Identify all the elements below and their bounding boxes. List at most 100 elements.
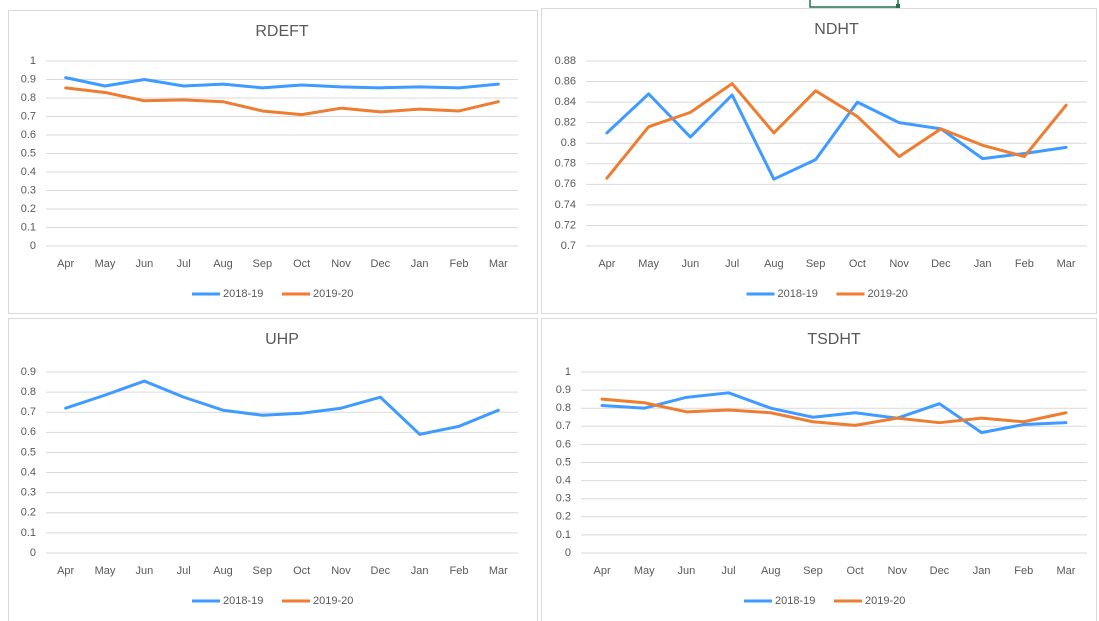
x-tick-label: Sep <box>803 565 823 577</box>
x-tick-label: Mar <box>1057 258 1076 270</box>
x-tick-label: Aug <box>213 565 233 577</box>
y-tick-label: 0.1 <box>556 529 571 541</box>
x-tick-label: Jan <box>974 258 992 270</box>
y-tick-label: 0 <box>565 547 571 559</box>
x-tick-label: Feb <box>1015 258 1034 270</box>
y-tick-label: 0.3 <box>21 184 36 196</box>
y-tick-label: 0.6 <box>556 438 571 450</box>
x-tick-label: Oct <box>849 258 866 270</box>
y-tick-label: 0.82 <box>555 117 576 129</box>
legend-label: 2019-20 <box>313 288 353 300</box>
legend-label: 2018-19 <box>223 595 263 607</box>
x-tick-label: Dec <box>371 258 391 270</box>
legend-label: 2019-20 <box>865 595 905 607</box>
x-tick-label: Nov <box>887 565 907 577</box>
series-line <box>605 82 1068 180</box>
x-tick-label: Nov <box>889 258 909 270</box>
y-tick-label: 0.7 <box>21 110 36 122</box>
x-tick-label: May <box>634 565 655 577</box>
x-tick-label: Dec <box>931 258 951 270</box>
x-tick-label: Jun <box>135 565 153 577</box>
x-tick-label: Jan <box>411 565 429 577</box>
chart-panel: TSDHT 0 0.1 0.2 0.3 0.4 0.5 0.6 0.7 0.8 0.9 1 Apr May… <box>541 318 1097 621</box>
y-tick-label: 0.7 <box>561 240 576 252</box>
y-tick-label: 0.1 <box>21 527 36 539</box>
y-tick-label: 0.8 <box>21 92 36 104</box>
x-tick-label: Feb <box>1014 565 1033 577</box>
chart-panel: NDHT 0.7 0.72 0.74 0.76 0.78 0.8 0.82 0.84 0.86 0.… <box>541 8 1097 314</box>
panel-border <box>8 318 538 621</box>
legend-label: 2018-19 <box>778 288 818 300</box>
y-tick-label: 0.4 <box>21 166 36 178</box>
legend-label: 2018-19 <box>223 288 263 300</box>
x-tick-label: May <box>95 258 116 270</box>
y-tick-label: 0.7 <box>21 406 36 418</box>
y-tick-label: 0.78 <box>555 158 576 170</box>
y-tick-label: 0.5 <box>556 456 571 468</box>
legend-label: 2018-19 <box>775 595 815 607</box>
x-tick-label: May <box>95 565 116 577</box>
panel-border <box>541 318 1097 621</box>
y-tick-label: 0.1 <box>21 221 36 233</box>
x-tick-label: Apr <box>57 258 74 270</box>
fill-handle <box>896 4 900 8</box>
x-tick-label: Jan <box>973 565 991 577</box>
y-tick-label: 0 <box>30 240 36 252</box>
x-tick-label: Oct <box>847 565 864 577</box>
chart-title: NDHT <box>814 21 859 38</box>
y-tick-label: 0.84 <box>555 96 576 108</box>
y-tick-label: 0.9 <box>21 366 36 378</box>
cell-selection <box>809 0 899 8</box>
x-tick-label: Mar <box>489 258 508 270</box>
x-tick-label: Feb <box>450 565 469 577</box>
x-tick-label: Sep <box>806 258 826 270</box>
x-tick-label: Oct <box>293 258 310 270</box>
x-tick-label: Jul <box>177 565 191 577</box>
x-tick-label: Jun <box>678 565 696 577</box>
y-tick-label: 0.9 <box>21 73 36 85</box>
x-tick-label: Aug <box>761 565 781 577</box>
x-tick-label: Nov <box>331 565 351 577</box>
legend-label: 2019-20 <box>313 595 353 607</box>
x-tick-label: Aug <box>213 258 233 270</box>
panel-border <box>541 8 1097 314</box>
x-tick-label: Nov <box>331 258 351 270</box>
series-line <box>64 379 500 436</box>
y-tick-label: 0.8 <box>561 137 576 149</box>
chart-title: RDEFT <box>255 23 309 40</box>
y-tick-label: 0.88 <box>555 55 576 67</box>
x-tick-label: Mar <box>1056 565 1075 577</box>
y-tick-label: 0.9 <box>556 384 571 396</box>
y-tick-label: 0 <box>30 547 36 559</box>
series-line <box>600 391 1068 435</box>
x-tick-label: Jul <box>177 258 191 270</box>
x-tick-label: Oct <box>293 565 310 577</box>
y-tick-label: 0.5 <box>21 147 36 159</box>
chart-title: TSDHT <box>807 331 861 348</box>
x-tick-label: Dec <box>930 565 950 577</box>
y-tick-label: 1 <box>565 366 571 378</box>
y-tick-label: 0.2 <box>21 507 36 519</box>
x-tick-label: Jul <box>725 258 739 270</box>
y-tick-label: 0.7 <box>556 420 571 432</box>
x-tick-label: Aug <box>764 258 784 270</box>
y-tick-label: 0.86 <box>555 75 576 87</box>
chart-panel: RDEFT 0 0.1 0.2 0.3 0.4 0.5 0.6 0.7 0.8 0.9 1 Apr May… <box>8 10 538 314</box>
chart-panel: UHP 0 0.1 0.2 0.3 0.4 0.5 0.6 0.7 0.8 0.9 Apr May Jun… <box>8 318 538 621</box>
y-tick-label: 0.74 <box>555 199 576 211</box>
x-tick-label: Apr <box>594 565 611 577</box>
x-tick-label: Sep <box>253 565 273 577</box>
x-tick-label: May <box>638 258 659 270</box>
x-tick-label: Jun <box>682 258 700 270</box>
x-tick-label: Jun <box>135 258 153 270</box>
y-tick-label: 0.72 <box>555 219 576 231</box>
x-tick-label: Sep <box>253 258 273 270</box>
y-tick-label: 0.2 <box>21 203 36 215</box>
y-tick-label: 0.76 <box>555 178 576 190</box>
y-tick-label: 1 <box>30 55 36 67</box>
x-tick-label: Apr <box>598 258 615 270</box>
series-line <box>64 76 500 90</box>
series-line <box>64 86 500 117</box>
y-tick-label: 0.4 <box>556 475 571 487</box>
x-tick-label: Dec <box>371 565 391 577</box>
